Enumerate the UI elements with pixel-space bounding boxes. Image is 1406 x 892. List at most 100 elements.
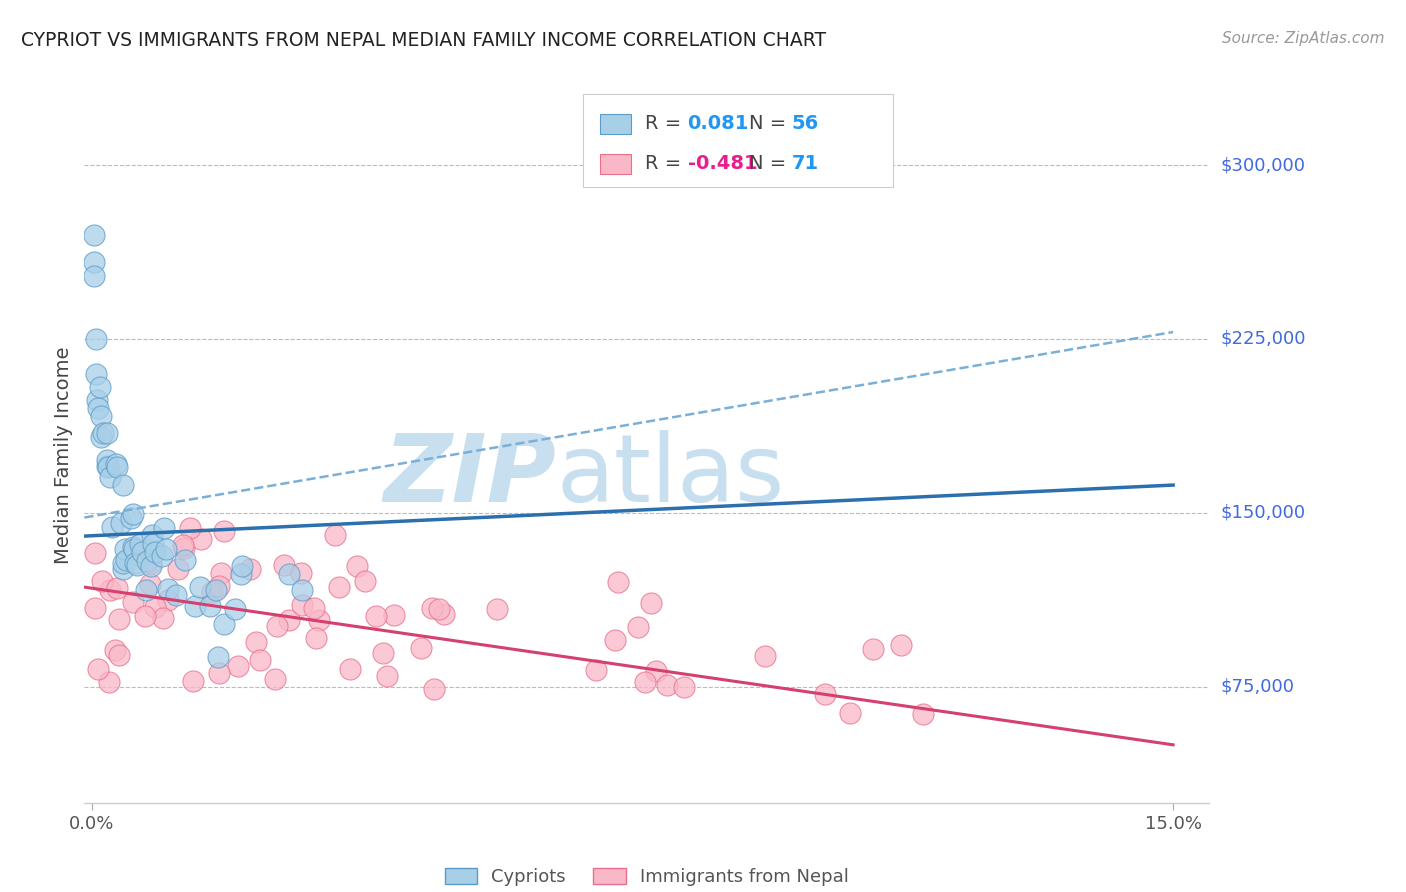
Text: N =: N = [749,113,793,133]
Point [226,658,249,673]
Point [209,566,232,580]
Point [179,521,201,535]
Point [353,574,375,588]
Point [143,599,166,614]
Point [224,601,246,615]
Point [754,649,776,664]
Point [108,612,131,626]
Point [114,541,136,556]
Point [188,581,211,595]
Point [153,521,176,535]
Point [640,596,662,610]
Point [273,558,295,573]
Point [239,562,262,576]
Point [156,582,179,596]
Text: R =: R = [645,153,688,173]
Point [172,538,194,552]
Point [120,511,142,525]
Point [184,599,207,614]
Point [264,672,287,686]
Point [375,669,398,683]
Point [634,675,657,690]
Point [124,556,146,570]
Point [173,553,195,567]
Point [86,662,108,676]
Point [346,559,368,574]
Point [328,580,350,594]
Point [122,541,145,556]
Point [277,566,299,581]
Point [245,635,267,649]
Point [145,545,167,559]
Point [427,601,450,615]
Point [433,607,456,621]
Point [167,562,190,576]
Point [84,367,107,381]
Point [152,611,174,625]
Point [183,673,205,688]
Point [115,553,138,567]
Point [129,537,152,551]
Point [83,269,105,284]
Point [339,662,361,676]
Text: -0.481: -0.481 [688,153,758,173]
Point [121,595,143,609]
Point [585,663,607,677]
Point [112,556,135,570]
Point [208,579,231,593]
Point [673,680,696,694]
Text: CYPRIOT VS IMMIGRANTS FROM NEPAL MEDIAN FAMILY INCOME CORRELATION CHART: CYPRIOT VS IMMIGRANTS FROM NEPAL MEDIAN … [21,31,827,50]
Point [150,549,173,563]
Point [135,554,157,568]
Point [603,633,626,648]
Point [890,638,912,652]
Point [90,430,112,444]
Point [141,559,163,574]
Point [134,609,156,624]
Point [131,545,153,559]
Point [644,665,666,679]
Point [839,706,862,720]
Point [104,642,127,657]
Point [87,401,110,415]
Point [96,452,118,467]
Point [111,562,134,576]
Point [101,520,124,534]
Text: 56: 56 [792,113,818,133]
Point [111,477,134,491]
Point [121,507,143,521]
Point [302,600,325,615]
Point [110,516,132,530]
Point [89,380,111,394]
Point [190,532,212,546]
Point [626,620,648,634]
Point [125,558,148,572]
Point [486,601,509,615]
Text: 0.081: 0.081 [688,113,749,133]
Y-axis label: Median Family Income: Median Family Income [55,346,73,564]
Text: $150,000: $150,000 [1220,504,1305,522]
Point [84,332,107,346]
Point [277,613,299,627]
Point [90,409,112,423]
Point [142,537,165,551]
Point [207,649,229,664]
Point [205,583,228,598]
Text: atlas: atlas [557,430,785,522]
Point [107,648,129,662]
Text: $225,000: $225,000 [1220,330,1306,348]
Point [325,528,347,542]
Point [249,653,271,667]
Point [105,459,128,474]
Point [231,566,253,581]
Point [91,574,114,588]
Point [97,674,120,689]
Point [290,566,312,581]
Point [266,619,288,633]
Point [105,581,128,595]
Point [98,583,121,598]
Point [201,584,224,599]
Point [814,687,837,701]
Point [212,617,235,632]
Point [139,577,162,591]
